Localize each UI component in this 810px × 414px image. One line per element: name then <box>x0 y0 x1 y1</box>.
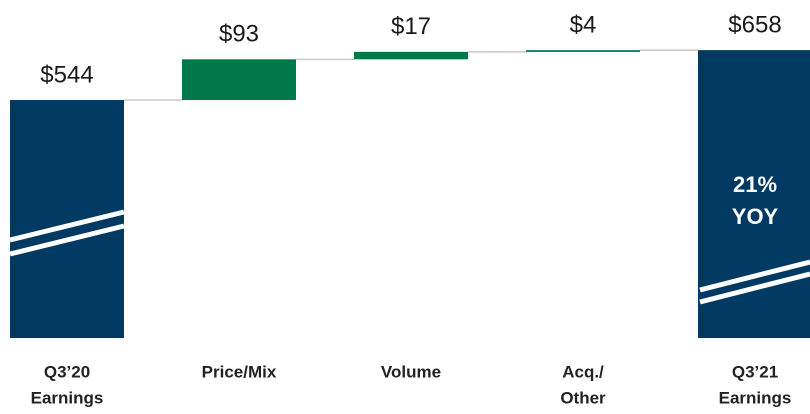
value-label: $658 <box>728 11 781 38</box>
x-tick-label: Earnings <box>31 388 104 407</box>
value-label: $544 <box>40 61 93 88</box>
annotation: 21% <box>733 172 777 197</box>
bar <box>526 50 640 52</box>
value-label: $17 <box>391 13 431 40</box>
x-tick-label: Q3’21 <box>732 362 778 381</box>
axis-break <box>699 271 810 305</box>
x-tick-label: Earnings <box>719 388 792 407</box>
axis-break <box>9 209 125 243</box>
value-label: $93 <box>219 21 259 48</box>
x-tick-label: Price/Mix <box>202 362 277 381</box>
x-tick-label: Other <box>560 388 606 407</box>
bar <box>10 100 124 338</box>
value-label: $4 <box>570 11 597 38</box>
bar <box>354 51 468 60</box>
axis-break <box>9 223 125 257</box>
x-tick-label: Acq./ <box>562 362 604 381</box>
axis-break <box>699 259 810 293</box>
bar <box>182 59 296 100</box>
x-tick-label: Volume <box>381 362 441 381</box>
x-tick-label: Q3’20 <box>44 362 90 381</box>
annotation: YOY <box>732 204 779 229</box>
